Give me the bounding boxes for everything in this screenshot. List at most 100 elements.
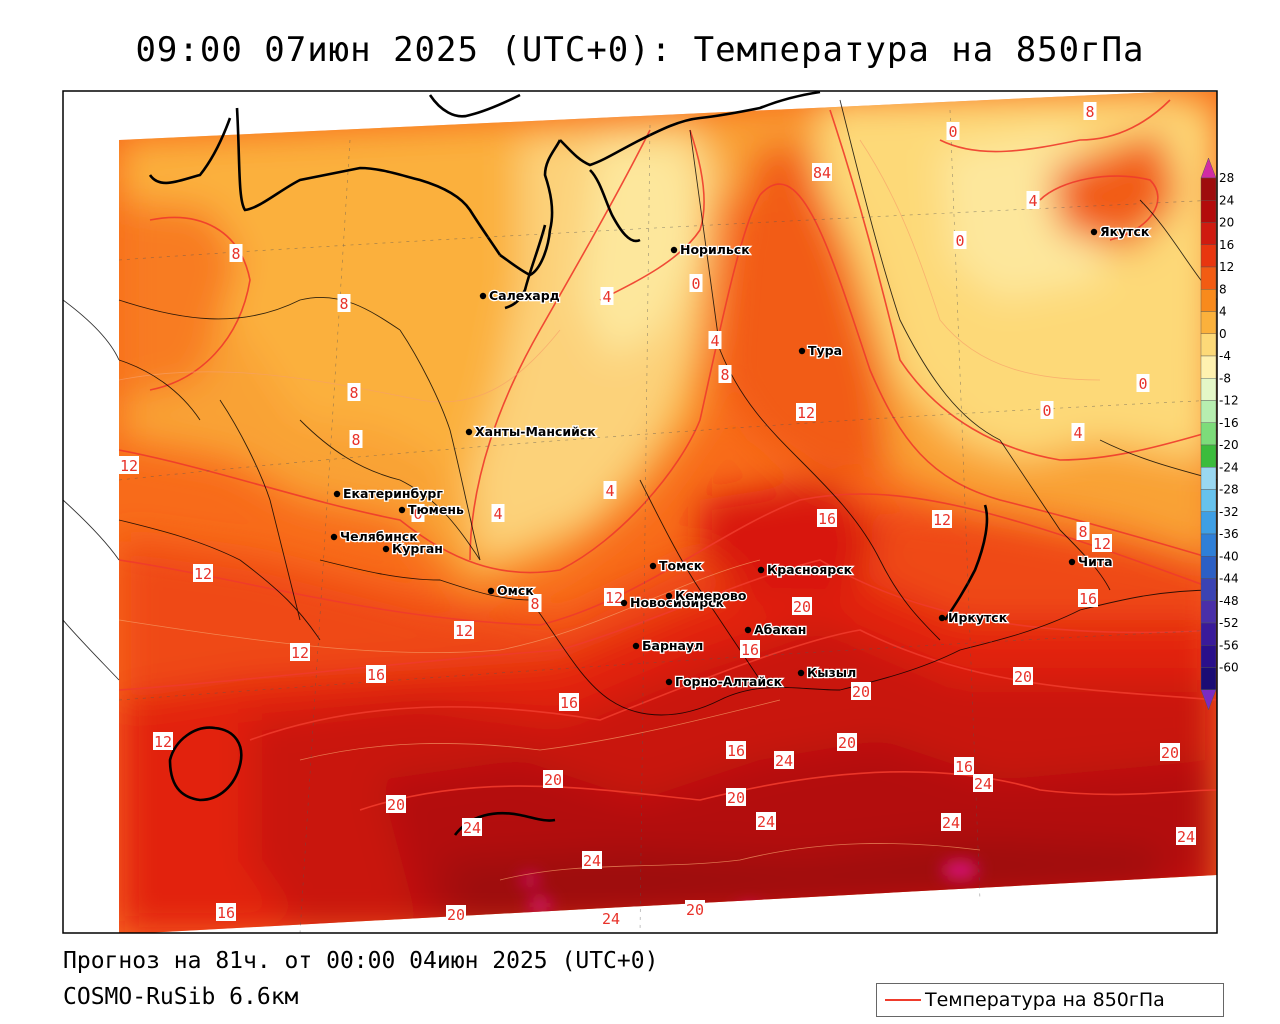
map-frame — [62, 90, 1218, 934]
contour-label: 8 — [1076, 522, 1090, 541]
colorbar-tick-label: -56 — [1219, 638, 1239, 652]
colorbar-swatch — [1200, 622, 1217, 646]
contour-label: 20 — [446, 905, 466, 924]
svg-text:24: 24 — [1177, 828, 1195, 846]
city-label: Иркутск — [948, 610, 1008, 625]
colorbar-tick-label: -36 — [1219, 527, 1239, 541]
colorbar-swatch — [1200, 489, 1217, 512]
svg-text:12: 12 — [194, 565, 212, 583]
contour-label: 8 — [347, 383, 361, 402]
svg-text:20: 20 — [544, 771, 562, 789]
city-dot — [798, 347, 806, 355]
legend-line-swatch — [885, 999, 921, 1001]
svg-text:8: 8 — [339, 295, 348, 313]
map-title: 09:00 07июн 2025 (UTC+0): Температура на… — [135, 30, 1145, 70]
colorbar-swatch — [1200, 311, 1217, 334]
city-label: Норильск — [680, 242, 750, 257]
svg-text:20: 20 — [1161, 744, 1179, 762]
city-label: Красноярск — [767, 562, 853, 577]
colorbar-tick-label: 8 — [1219, 282, 1227, 296]
model-name: COSMO-RuSib 6.6км — [63, 984, 299, 1010]
city-dot — [333, 490, 341, 498]
svg-text:0: 0 — [691, 275, 700, 293]
colorbar-swatch — [1200, 266, 1217, 290]
colorbar-tick-label: -48 — [1219, 594, 1239, 608]
contour-label: 24 — [582, 851, 602, 870]
city-dot — [632, 642, 640, 650]
city-marker: Кызыл — [797, 664, 858, 681]
colorbar-tick-label: 12 — [1219, 260, 1234, 274]
contour-label: 12 — [193, 564, 213, 583]
colorbar-tick-label: -28 — [1219, 483, 1239, 497]
svg-text:24: 24 — [974, 775, 992, 793]
svg-text:4: 4 — [1073, 424, 1082, 442]
svg-text:12: 12 — [605, 589, 623, 607]
city-marker: Омск — [487, 582, 536, 599]
svg-text:24: 24 — [463, 819, 481, 837]
svg-text:8: 8 — [349, 384, 358, 402]
colorbar-tick-label: -8 — [1219, 371, 1231, 385]
colorbar-swatch — [1200, 467, 1217, 490]
contour-label: 24 — [973, 774, 993, 793]
svg-text:16: 16 — [367, 666, 385, 684]
contour-label: 4 — [1026, 191, 1040, 210]
contour-label: 84 — [812, 163, 832, 182]
city-label: Омск — [497, 583, 534, 598]
legend-label: Температура на 850гПа — [925, 989, 1165, 1011]
colorbar-tick-label: 0 — [1219, 327, 1227, 341]
colorbar-swatch — [1200, 378, 1217, 401]
contour-label: 24 — [774, 751, 794, 770]
colorbar-tick-label: 4 — [1219, 305, 1227, 319]
svg-text:16: 16 — [727, 742, 745, 760]
city-dot — [665, 678, 673, 686]
svg-text:0: 0 — [955, 232, 964, 250]
contour-label: 12 — [290, 643, 310, 662]
colorbar-swatch — [1200, 556, 1217, 579]
city-label: Новосибирск — [630, 595, 725, 610]
contour-label: 12 — [796, 403, 816, 422]
city-dot — [797, 669, 805, 677]
colorbar-swatch — [1200, 600, 1217, 624]
city-label: Якутск — [1100, 224, 1150, 239]
city-marker: Горно-Алтайск — [665, 673, 784, 690]
contour-label: 12 — [454, 621, 474, 640]
city-marker: Барнаул — [632, 637, 705, 654]
contour-label: 20 — [1160, 743, 1180, 762]
contour-label: 12 — [604, 588, 624, 607]
contour-label: 12 — [153, 732, 173, 751]
svg-text:20: 20 — [793, 598, 811, 616]
colorbar-bottom-arrow — [1200, 689, 1217, 711]
svg-text:12: 12 — [933, 511, 951, 529]
city-dot — [465, 428, 473, 436]
contour-label: 16 — [559, 693, 579, 712]
svg-text:4: 4 — [493, 505, 502, 523]
colorbar-swatch — [1200, 400, 1217, 423]
svg-text:84: 84 — [813, 164, 831, 182]
contour-label: 16 — [954, 757, 974, 776]
colorbar-tick-label: -40 — [1219, 549, 1239, 563]
svg-text:20: 20 — [1014, 668, 1032, 686]
colorbar-swatch — [1200, 511, 1217, 535]
city-marker: Чита — [1068, 553, 1114, 570]
contour-label: 8 — [337, 294, 351, 313]
colorbar-tick-label: 24 — [1219, 193, 1234, 207]
svg-text:24: 24 — [583, 852, 601, 870]
colorbar-tick-label: -60 — [1219, 661, 1239, 675]
colorbar-tick-label: -4 — [1219, 349, 1231, 363]
colorbar-tick-label: -52 — [1219, 616, 1239, 630]
colorbar-swatch — [1200, 244, 1217, 268]
contour-label: 20 — [1013, 667, 1033, 686]
svg-text:16: 16 — [1079, 590, 1097, 608]
city-dot — [479, 292, 487, 300]
colorbar-tick-label: 16 — [1219, 238, 1234, 252]
city-marker: Иркутск — [938, 609, 1009, 626]
contour-label: 16 — [740, 640, 760, 659]
contour-label: 8 — [1083, 102, 1097, 121]
svg-text:20: 20 — [852, 683, 870, 701]
svg-text:12: 12 — [120, 457, 138, 475]
city-label: Тура — [808, 343, 842, 358]
contour-label: 12 — [932, 510, 952, 529]
contour-label: 0 — [411, 504, 425, 523]
colorbar-tick-label: -16 — [1219, 416, 1239, 430]
